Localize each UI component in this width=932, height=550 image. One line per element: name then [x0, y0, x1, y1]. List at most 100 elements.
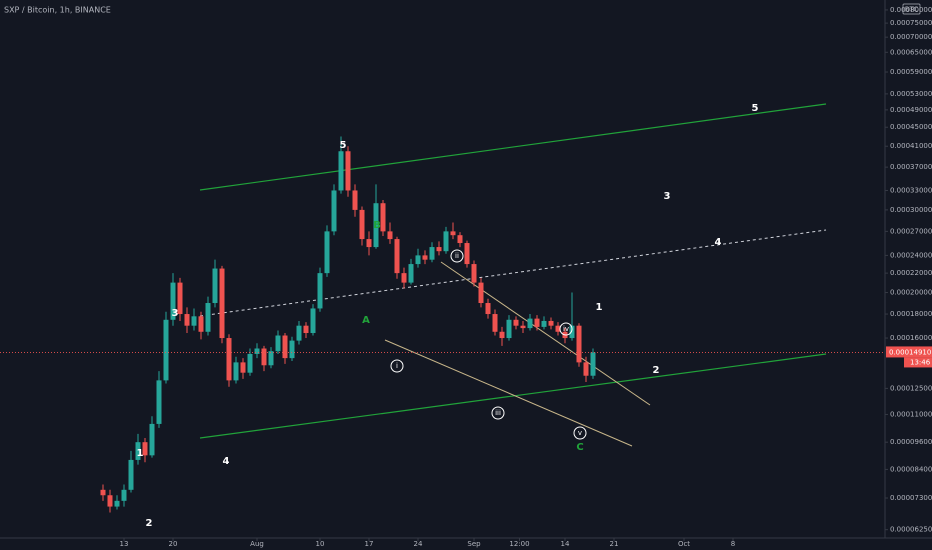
chart-title: SXP / Bitcoin, 1h, BINANCE [4, 6, 111, 15]
currency[interactable]: BTC [905, 6, 919, 14]
candle-body [569, 325, 575, 339]
candle-body [205, 303, 211, 332]
candle-body [331, 190, 337, 232]
wave-label: 2 [146, 518, 153, 529]
wedge-line [384, 339, 633, 447]
candle-body [485, 303, 491, 315]
candle-body [583, 362, 589, 376]
wave-label: 4 [223, 456, 230, 467]
candle-body [226, 338, 232, 381]
candle-body [422, 255, 428, 260]
wave-circle [559, 322, 573, 336]
candle-body [100, 489, 106, 496]
countdown: 13:46 [910, 358, 931, 366]
last-price: 0.00014910 13:46 [0, 346, 932, 368]
candle-body [464, 243, 470, 265]
countdown-box [904, 357, 932, 368]
candle-body [499, 331, 505, 339]
candle-body [429, 247, 435, 260]
candle-body [198, 316, 204, 332]
candle-body [513, 319, 519, 326]
wave-label: v [578, 429, 582, 437]
wave-label: A [362, 315, 370, 326]
x-tick-label: Oct [678, 540, 690, 548]
wave-label: 5 [752, 103, 759, 114]
time-axis: 13 20 Aug 10 17 24 Sep 12:00 14 21 Oct 8 [120, 538, 735, 548]
x-tick-label: 20 [169, 540, 178, 548]
candle-body [149, 423, 155, 456]
candle-body [219, 268, 225, 339]
candle-body [380, 203, 386, 232]
wave-label: ii [455, 252, 459, 260]
candle-body [114, 500, 120, 507]
x-tick-label: Aug [250, 540, 264, 548]
wave-label: iii [495, 409, 501, 417]
y-tick-label: 0.00008400 [890, 465, 932, 473]
candle-body [240, 362, 246, 373]
candle-body [184, 314, 190, 326]
candle-body [310, 308, 316, 334]
wave-label: 3 [172, 308, 179, 319]
candle-body [527, 318, 533, 329]
candle-body [576, 325, 582, 363]
wave-circle [573, 426, 587, 440]
y-tick-label: 0.00030000 [890, 206, 932, 214]
candle-body [394, 239, 400, 274]
candle-body [387, 231, 393, 240]
candle-body [275, 335, 281, 352]
candle-body [338, 151, 344, 191]
y-tick-label: 0.00053000 [890, 90, 932, 98]
candle-body [268, 351, 274, 366]
candle-body [520, 325, 526, 329]
candle-body [170, 282, 176, 320]
candle-body [450, 231, 456, 236]
y-tick-label: 0.00045000 [890, 123, 932, 131]
channel-line [199, 103, 827, 191]
candle-body [233, 362, 239, 381]
y-tick-label: 0.00033000 [890, 186, 932, 194]
candle-body [282, 335, 288, 359]
wave-label: C [576, 442, 583, 453]
candle-body [121, 489, 127, 501]
candle-body [443, 231, 449, 252]
x-tick-label: 8 [731, 540, 735, 548]
wave-labels: 5 3 1 2 4 B A ii i iii iv v C 5 3 4 1 2 [137, 103, 759, 529]
wave-label: 3 [664, 191, 671, 202]
candle-body [548, 320, 554, 326]
y-tick-label: 0.00075000 [890, 19, 932, 27]
x-tick-label: Sep [467, 540, 481, 548]
y-tick-label: 0.00059000 [890, 68, 932, 76]
x-tick-label: 17 [365, 540, 374, 548]
wave-circle [491, 406, 505, 420]
candle-body [317, 273, 323, 309]
candle-body [366, 239, 372, 248]
candle-body [359, 209, 365, 240]
x-tick-label: 10 [316, 540, 325, 548]
y-tick-label: 0.00024000 [890, 251, 932, 259]
candle-body [163, 319, 169, 381]
candle-body [289, 340, 295, 359]
x-tick-label: 14 [561, 540, 570, 548]
candle-body [457, 235, 463, 244]
y-tick-label: 0.00041000 [890, 142, 932, 150]
candle-body [247, 353, 253, 373]
wave-label: 1 [596, 302, 603, 313]
price-axis-bg [885, 0, 932, 550]
price-axis: 0.00080000 0.00075000 0.00070000 0.00065000… [885, 6, 932, 534]
candle-body [471, 264, 477, 283]
wedge-line [440, 261, 651, 406]
candle-body [212, 268, 218, 304]
wave-label: 2 [653, 365, 660, 376]
x-tick-label: 21 [610, 540, 619, 548]
candle-body [408, 264, 414, 283]
y-tick-label: 0.00016000 [890, 334, 932, 342]
candle-body [177, 282, 183, 315]
y-tick-label: 0.00022000 [890, 269, 932, 277]
y-tick-label: 0.00007300 [890, 494, 932, 502]
x-tick-label: 13 [120, 540, 129, 548]
wave-label: iv [563, 325, 569, 333]
currency-box [902, 3, 921, 15]
last-price-box [886, 346, 932, 358]
candles [100, 136, 596, 513]
